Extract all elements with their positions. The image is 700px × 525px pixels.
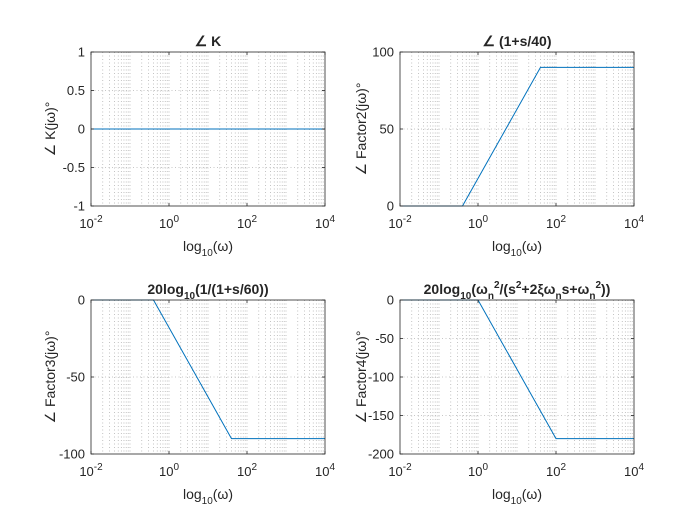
x-tick-label: 10-2​ — [79, 462, 103, 479]
subplot-4: 10-2​ 100​ 102​ 104​ -200 -150 -100 -50 0 log10​(… — [353, 280, 644, 507]
y-tick-label: 0 — [387, 293, 394, 308]
grid — [91, 300, 325, 454]
y-axis-label: ∠ Factor4(jω)° — [353, 331, 369, 424]
x-tick-label: 100​ — [468, 462, 488, 479]
subplot-3: 10-2​ 100​ 102​ 104​ -100 -50 0 log10​(ω) ∠ Fact… — [42, 281, 335, 507]
y-tick-label: -1 — [73, 199, 85, 214]
x-tick-label: 10-2​ — [388, 462, 412, 479]
grid — [400, 52, 634, 206]
y-tick-label: -0.5 — [63, 160, 85, 175]
grid — [400, 300, 634, 454]
y-tick-label: 100 — [372, 45, 394, 60]
chart-title: ∠ (1+s/40) — [483, 33, 552, 49]
x-tick-label: 104​ — [315, 214, 335, 231]
y-tick-label: 50 — [380, 122, 394, 137]
x-axis-label: log10​(ω) — [183, 486, 233, 507]
y-tick-label: 0 — [387, 199, 394, 214]
y-tick-label: 0 — [78, 122, 85, 137]
y-tick-label: -200 — [368, 447, 394, 462]
y-axis-label: ∠ K(jω)° — [42, 102, 58, 157]
chart-title: 20log10​(1/(1+s/60)) — [147, 281, 268, 302]
x-tick-label: 100​ — [468, 214, 488, 231]
x-axis-label: log10​(ω) — [492, 238, 542, 259]
x-tick-label: 104​ — [624, 214, 644, 231]
x-tick-label: 102​ — [237, 462, 257, 479]
x-axis-label: log10​(ω) — [183, 238, 233, 259]
y-axis-label: ∠ Factor3(jω)° — [42, 331, 58, 424]
y-tick-label: -50 — [66, 370, 85, 385]
x-tick-label: 102​ — [237, 214, 257, 231]
x-tick-label: 10-2​ — [388, 214, 412, 231]
chart-title: ∠ K — [195, 33, 222, 49]
y-axis-label: ∠ Factor2(jω)° — [353, 83, 369, 176]
x-tick-label: 104​ — [624, 462, 644, 479]
x-tick-label: 104​ — [315, 462, 335, 479]
x-tick-label: 100​ — [159, 462, 179, 479]
y-tick-label: -150 — [368, 408, 394, 423]
x-tick-label: 100​ — [159, 214, 179, 231]
y-tick-label: 0 — [78, 293, 85, 308]
x-tick-label: 10-2​ — [79, 214, 103, 231]
chart-title: 20log10​(ωn​2​/(s2​+2ξωn​s+ωn​2​)) — [424, 280, 611, 302]
y-tick-label: -100 — [368, 370, 394, 385]
y-tick-label: 1 — [78, 45, 85, 60]
subplot-1: 10-2​ 100​ 102​ 104​ -1 -0.5 0 0.5 1 log10​(ω) ∠ K… — [42, 33, 335, 259]
x-tick-label: 102​ — [546, 462, 566, 479]
x-tick-label: 102​ — [546, 214, 566, 231]
y-tick-label: 0.5 — [67, 83, 85, 98]
y-tick-label: -100 — [59, 447, 85, 462]
subplot-2: 10-2​ 100​ 102​ 104​ 0 50 100 log10​(ω) ∠ Factor… — [353, 33, 644, 259]
y-tick-label: -50 — [375, 331, 394, 346]
x-axis-label: log10​(ω) — [492, 486, 542, 507]
